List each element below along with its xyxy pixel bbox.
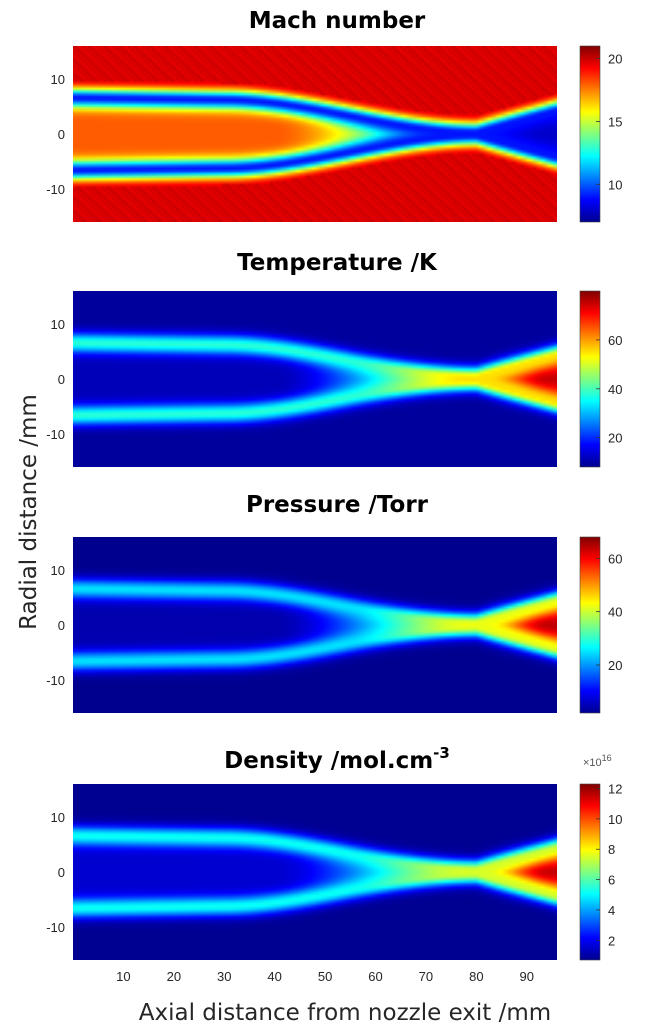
panel-title-mach: Mach number bbox=[249, 8, 426, 34]
colorbar-tick-label: 12 bbox=[608, 782, 622, 797]
colorbar-tick-label: 4 bbox=[608, 903, 615, 918]
y-tick-label: -10 bbox=[46, 673, 65, 688]
y-ticks-pressure: 10 0 -10 bbox=[46, 563, 65, 688]
y-ticks-temperature: 10 0 -10 bbox=[46, 317, 65, 442]
heatmap-temperature bbox=[73, 291, 557, 467]
panel-title-temperature: Temperature /K bbox=[237, 250, 438, 276]
heatmap-mach bbox=[73, 46, 557, 222]
colorbar-tick-label: 40 bbox=[608, 382, 622, 397]
panel-title-pressure: Pressure /Torr bbox=[246, 492, 429, 518]
y-tick-label: 0 bbox=[58, 618, 65, 633]
y-ticks-mach: 10 0 -10 bbox=[46, 72, 65, 197]
colorbar-tick-label: 10 bbox=[608, 177, 622, 192]
y-axis-label: Radial distance /mm bbox=[16, 394, 42, 630]
y-tick-label: -10 bbox=[46, 182, 65, 197]
heatmap-image bbox=[73, 537, 557, 713]
heatmap-pressure bbox=[73, 537, 557, 713]
y-tick-label: 10 bbox=[51, 563, 65, 578]
y-tick-label: 0 bbox=[58, 372, 65, 387]
y-ticks-density: 10 0 -10 bbox=[46, 810, 65, 935]
x-tick-label: 90 bbox=[520, 969, 534, 984]
x-tick-label: 20 bbox=[167, 969, 181, 984]
density-title-sup: -3 bbox=[433, 744, 450, 762]
colorbar-mach: 10 15 20 bbox=[579, 45, 622, 223]
colorbar-tick-label: 60 bbox=[608, 551, 622, 566]
colorbar-tick-label: 15 bbox=[608, 114, 622, 129]
colorbar-gradient bbox=[579, 783, 601, 961]
colorbar-gradient bbox=[579, 536, 601, 714]
colorbar-density: 2 4 6 8 10 12 bbox=[579, 782, 622, 961]
colorbar-tick-label: 60 bbox=[608, 333, 622, 348]
colorbar-tick-label: 20 bbox=[608, 52, 622, 67]
y-tick-label: 0 bbox=[58, 865, 65, 880]
panel-pressure: Pressure /Torr 10 0 -10 20 40 60 bbox=[46, 492, 622, 714]
x-tick-label: 60 bbox=[368, 969, 382, 984]
colorbar-gradient bbox=[579, 290, 601, 468]
panel-mach: Mach number 10 0 -10 10 15 20 bbox=[46, 8, 622, 223]
x-tick-label: 50 bbox=[318, 969, 332, 984]
heatmap-image bbox=[73, 784, 557, 960]
x-axis-ticks: 10 20 30 40 50 60 70 80 90 bbox=[116, 969, 534, 984]
panel-temperature: Temperature /K 10 0 -10 20 40 60 bbox=[46, 250, 622, 468]
y-tick-label: 10 bbox=[51, 317, 65, 332]
y-tick-label: 0 bbox=[58, 127, 65, 142]
x-tick-label: 30 bbox=[217, 969, 231, 984]
colorbar-temperature: 20 40 60 bbox=[579, 290, 622, 468]
y-tick-label: -10 bbox=[46, 920, 65, 935]
colorbar-tick-label: 10 bbox=[608, 812, 622, 827]
y-tick-label: 10 bbox=[51, 810, 65, 825]
colorbar-gradient bbox=[579, 45, 601, 223]
x-axis-label: Axial distance from nozzle exit /mm bbox=[139, 1000, 551, 1026]
y-tick-label: -10 bbox=[46, 427, 65, 442]
x-tick-label: 40 bbox=[267, 969, 281, 984]
heatmap-density bbox=[73, 784, 557, 960]
colorbar-tick-label: 6 bbox=[608, 873, 615, 888]
colorbar-tick-label: 2 bbox=[608, 933, 615, 948]
panel-title-density: Density /mol.cm-3 bbox=[224, 744, 450, 774]
colorbar-tick-label: 20 bbox=[608, 658, 622, 673]
colorbar-pressure: 20 40 60 bbox=[579, 536, 622, 714]
colorbar-tick-label: 20 bbox=[608, 431, 622, 446]
x-tick-label: 70 bbox=[419, 969, 433, 984]
x-tick-label: 80 bbox=[469, 969, 483, 984]
heatmap-image bbox=[73, 291, 557, 467]
x-tick-label: 10 bbox=[116, 969, 130, 984]
colorbar-tick-label: 40 bbox=[608, 605, 622, 620]
density-title-main: Density /mol.cm bbox=[224, 748, 433, 774]
y-tick-label: 10 bbox=[51, 72, 65, 87]
colorbar-tick-label: 8 bbox=[608, 842, 615, 857]
panel-density: Density /mol.cm-3 10 0 -10 2 4 6 8 10 12 ×1016 bbox=[46, 744, 622, 961]
heatmap-image bbox=[73, 46, 557, 222]
colorbar-multiplier: ×1016 bbox=[583, 753, 612, 769]
